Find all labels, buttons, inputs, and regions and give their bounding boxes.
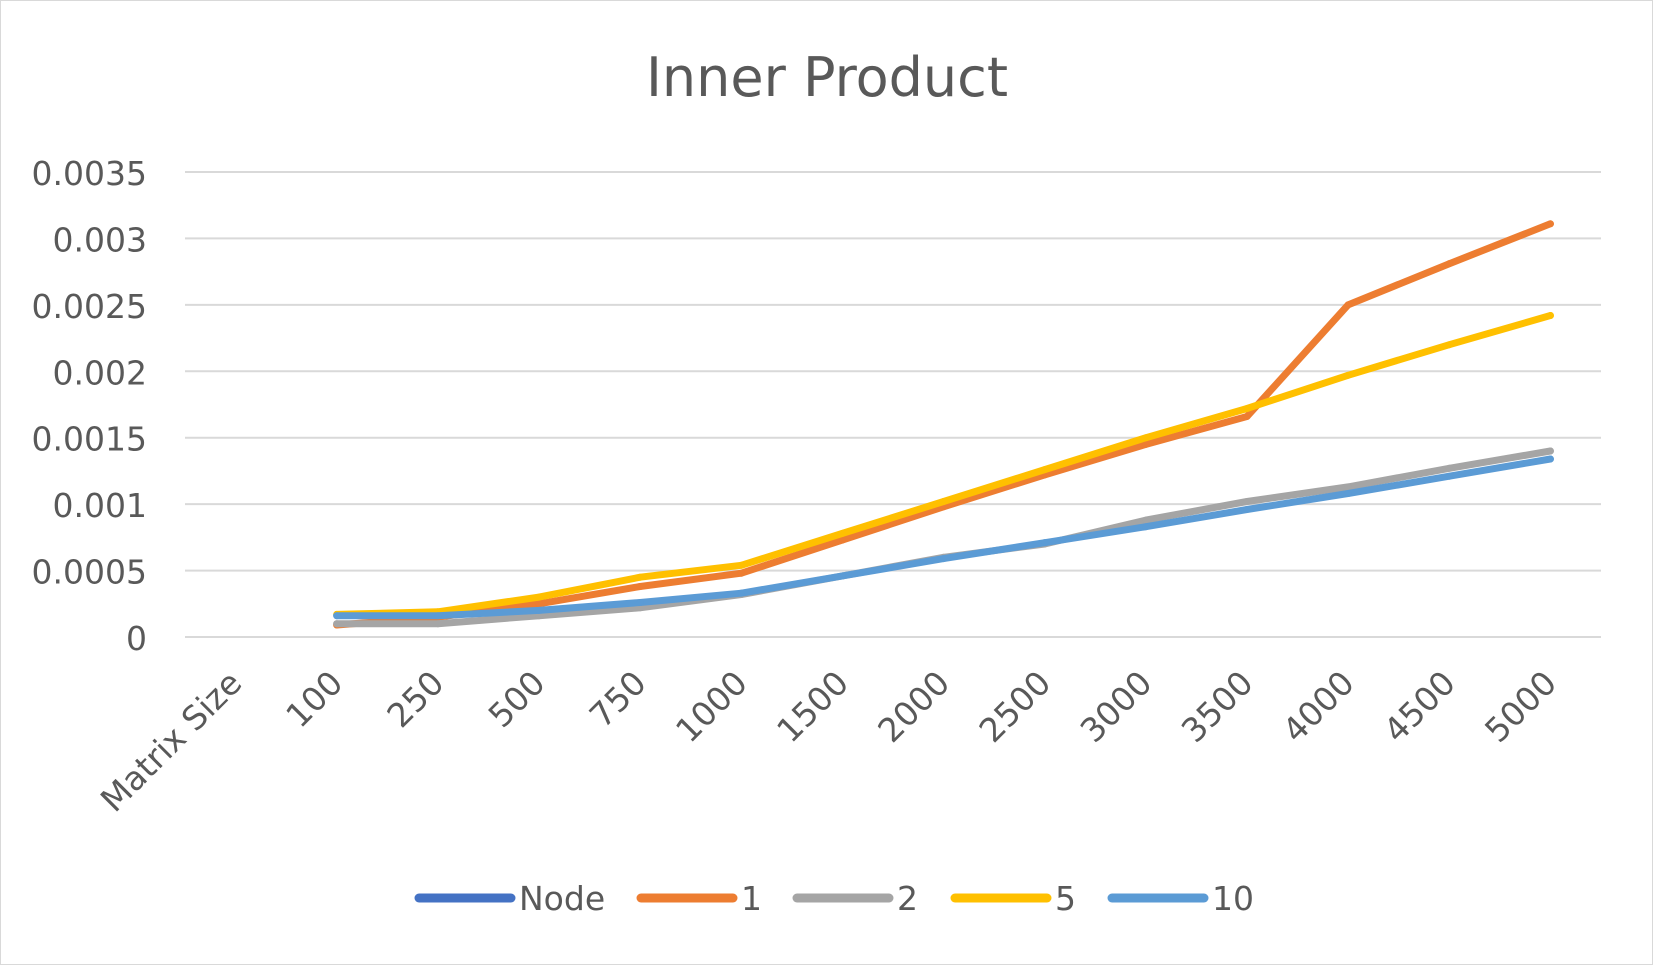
data-point (737, 561, 745, 569)
data-point (1445, 260, 1453, 268)
legend-item-Node: Node (414, 879, 605, 918)
chart-title: Inner Product (646, 46, 1008, 109)
data-point (1445, 472, 1453, 480)
x-tick-label: 250 (379, 663, 451, 735)
data-point (333, 612, 341, 620)
legend-label: Node (519, 879, 605, 918)
data-point (838, 536, 846, 544)
data-point (1344, 483, 1352, 491)
data-point (737, 589, 745, 597)
x-tick-label: 1000 (668, 663, 755, 750)
x-tick-label: 5000 (1477, 663, 1564, 750)
legend-item-5: 5 (950, 879, 1076, 918)
data-point (636, 573, 644, 581)
y-tick-label: 0.0035 (32, 154, 147, 193)
data-point (1546, 220, 1554, 228)
data-point (838, 529, 846, 537)
data-point (1243, 412, 1251, 420)
data-point (535, 600, 543, 608)
data-point (1142, 523, 1150, 531)
x-tick-label: 500 (481, 663, 553, 735)
x-tick-label: 2500 (971, 663, 1058, 750)
data-point (1142, 516, 1150, 524)
y-tick-label: 0.002 (53, 353, 147, 392)
data-point (1344, 490, 1352, 498)
data-point (1445, 341, 1453, 349)
data-point (1243, 404, 1251, 412)
series-line-1 (333, 220, 1554, 629)
legend-label: 2 (897, 879, 918, 918)
y-tick-label: 0.0025 (32, 287, 147, 326)
x-tick-label: 3500 (1174, 663, 1261, 750)
data-point (1243, 497, 1251, 505)
x-tick-label: 4000 (1275, 663, 1362, 750)
y-tick-label: 0.0005 (32, 553, 147, 592)
y-tick-label: 0.001 (53, 486, 147, 525)
data-point (333, 620, 341, 628)
legend-item-1: 1 (636, 879, 762, 918)
x-tick-label: 4500 (1376, 663, 1463, 750)
y-tick-label: 0.0015 (32, 420, 147, 459)
data-point (940, 555, 948, 563)
data-point (1243, 505, 1251, 513)
x-tick-label: 750 (582, 663, 654, 735)
data-point (1546, 311, 1554, 319)
legend-label: 5 (1055, 879, 1076, 918)
data-point (535, 593, 543, 601)
x-tick-label: 3000 (1073, 663, 1160, 750)
legend-item-10: 10 (1107, 879, 1254, 918)
x-tick-label: 100 (278, 663, 350, 735)
legend-item-2: 2 (792, 879, 918, 918)
data-point (838, 572, 846, 580)
legend-label: 10 (1212, 879, 1254, 918)
data-point (535, 606, 543, 614)
data-point (1142, 440, 1150, 448)
data-point (1445, 464, 1453, 472)
data-point (1344, 301, 1352, 309)
x-tick-label: 1500 (769, 663, 856, 750)
legend-label: 1 (741, 879, 762, 918)
data-point (434, 620, 442, 628)
y-tick-label: 0 (126, 619, 147, 658)
data-point (434, 612, 442, 620)
data-point (636, 598, 644, 606)
y-tick-label: 0.003 (53, 220, 147, 259)
x-tick-label: 2000 (870, 663, 957, 750)
data-point (1041, 539, 1049, 547)
data-point (1546, 455, 1554, 463)
series-line-5 (333, 312, 1554, 618)
data-point (636, 583, 644, 591)
x-tick-label: Matrix Size (93, 663, 249, 819)
data-point (1546, 447, 1554, 455)
data-point (1041, 466, 1049, 474)
data-point (737, 569, 745, 577)
data-point (1344, 371, 1352, 379)
data-point (1142, 434, 1150, 442)
data-point (940, 497, 948, 505)
